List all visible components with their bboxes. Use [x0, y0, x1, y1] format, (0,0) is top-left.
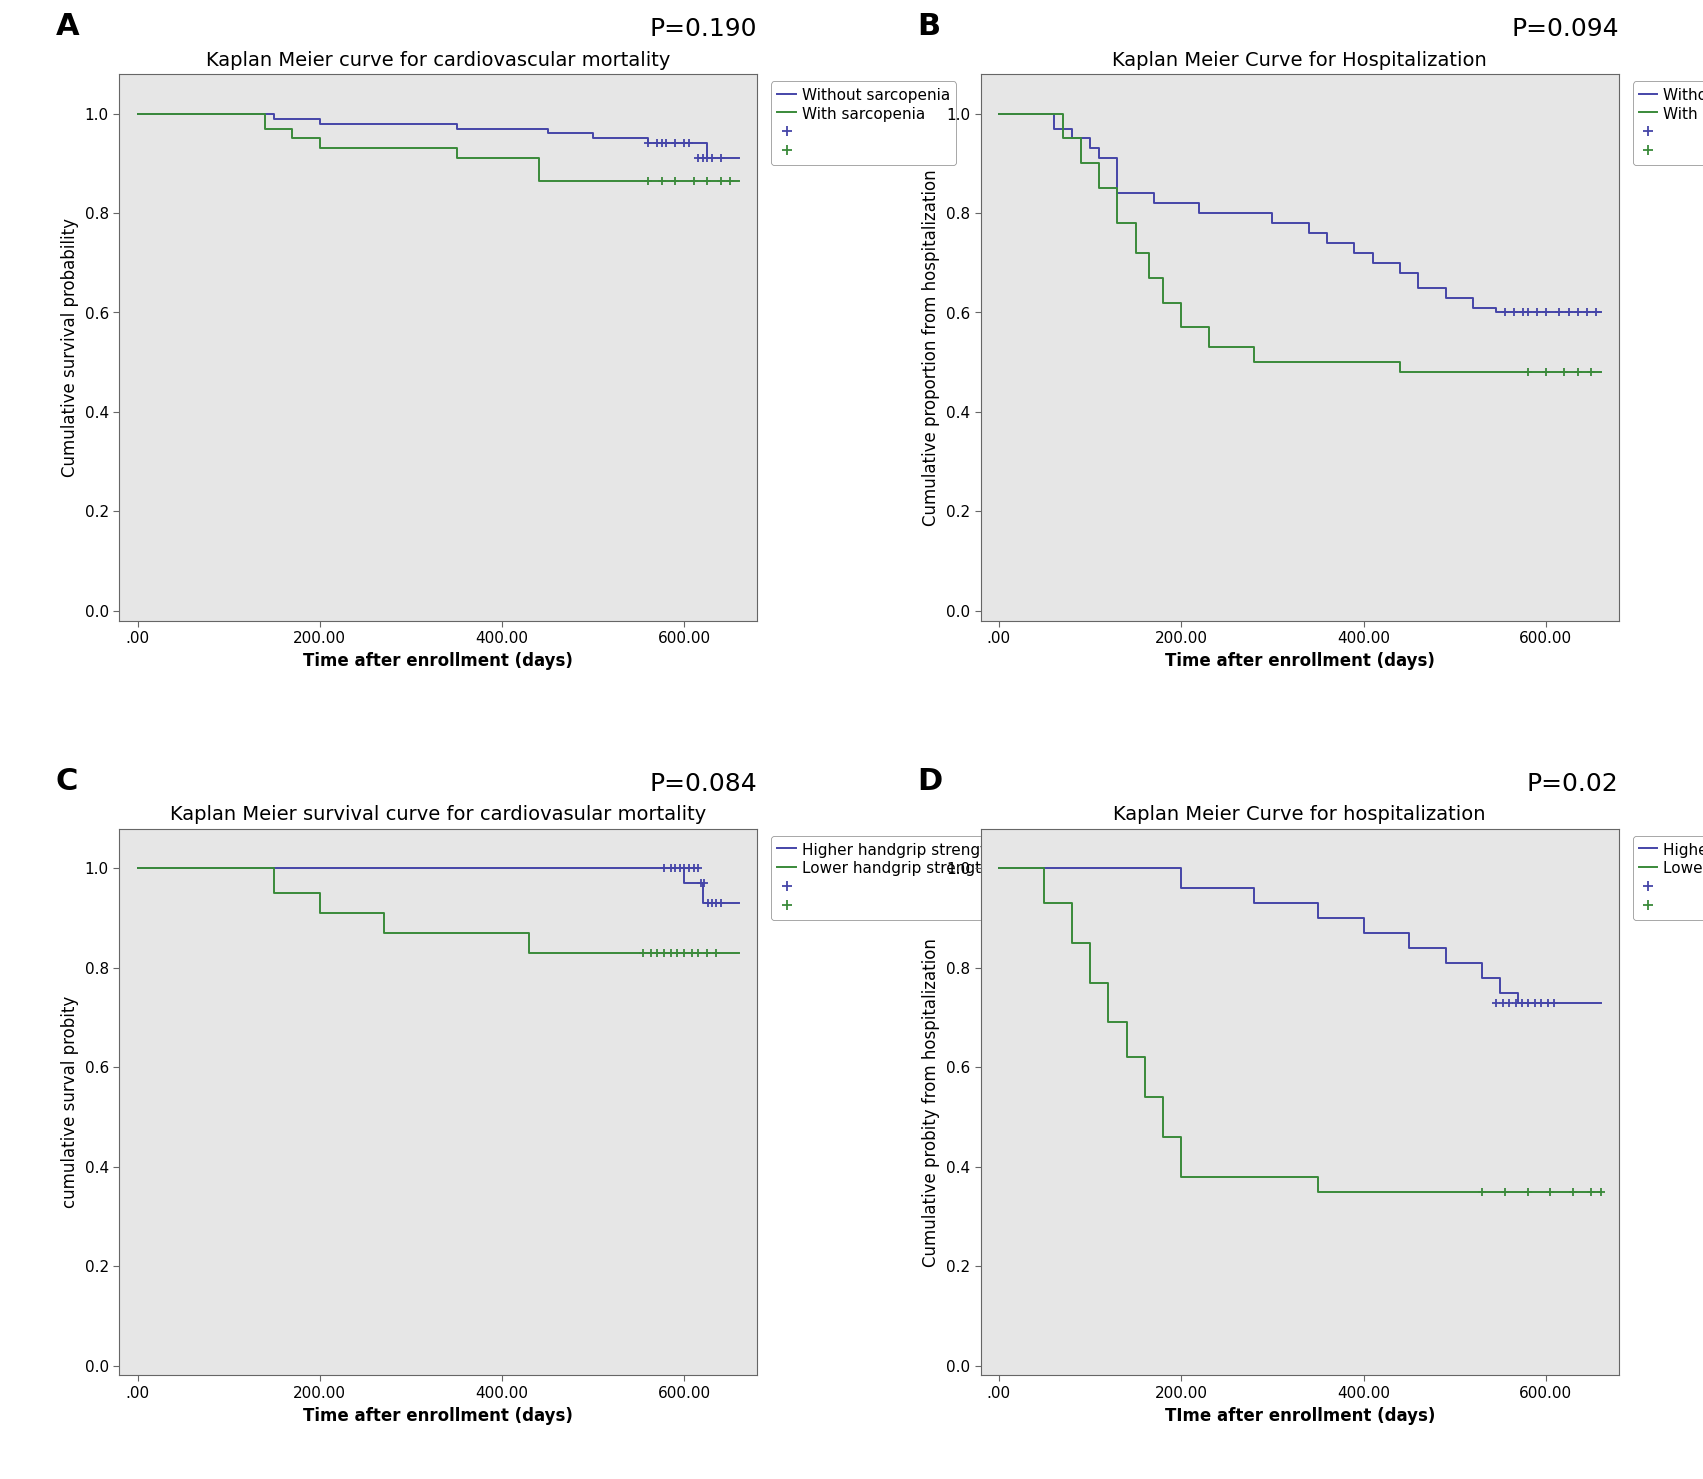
Text: P=0.094: P=0.094: [1511, 18, 1618, 41]
Text: P=0.190: P=0.190: [649, 18, 756, 41]
Y-axis label: Cumulative survival probability: Cumulative survival probability: [61, 217, 78, 476]
Text: B: B: [916, 12, 940, 41]
X-axis label: Time after enrollment (days): Time after enrollment (days): [1165, 652, 1434, 670]
Text: A: A: [56, 12, 78, 41]
Y-axis label: cumulative surval probity: cumulative surval probity: [61, 995, 78, 1208]
Legend: Higher handgrip strength, Lower Handgrip strength, , : Higher handgrip strength, Lower Handgrip…: [1631, 836, 1703, 920]
Legend: Higher handgrip strength, Lower handgrip strength, , : Higher handgrip strength, Lower handgrip…: [771, 836, 1001, 920]
Legend: Without sarcopenia, With sarcopenia, , : Without sarcopenia, With sarcopenia, ,: [771, 81, 955, 166]
Legend: Without sarcopenia, With sarcopenia, , : Without sarcopenia, With sarcopenia, ,: [1631, 81, 1703, 166]
X-axis label: Time after enrollment (days): Time after enrollment (days): [303, 1407, 572, 1424]
Title: Kaplan Meier Curve for hospitalization: Kaplan Meier Curve for hospitalization: [1112, 805, 1485, 824]
Title: Kaplan Meier curve for cardiovascular mortality: Kaplan Meier curve for cardiovascular mo…: [206, 50, 669, 70]
Title: Kaplan Meier survival curve for cardiovasular mortality: Kaplan Meier survival curve for cardiova…: [170, 805, 707, 824]
Y-axis label: Cumulative probity from hospitalization: Cumulative probity from hospitalization: [921, 938, 940, 1266]
Text: D: D: [916, 766, 942, 796]
Y-axis label: Cumulative proportion from hospitalization: Cumulative proportion from hospitalizati…: [921, 169, 940, 525]
Text: P=0.084: P=0.084: [649, 772, 756, 796]
X-axis label: TIme after enrollment (days): TIme after enrollment (days): [1163, 1407, 1434, 1424]
X-axis label: Time after enrollment (days): Time after enrollment (days): [303, 652, 572, 670]
Text: P=0.02: P=0.02: [1526, 772, 1618, 796]
Text: C: C: [56, 766, 78, 796]
Title: Kaplan Meier Curve for Hospitalization: Kaplan Meier Curve for Hospitalization: [1112, 50, 1487, 70]
